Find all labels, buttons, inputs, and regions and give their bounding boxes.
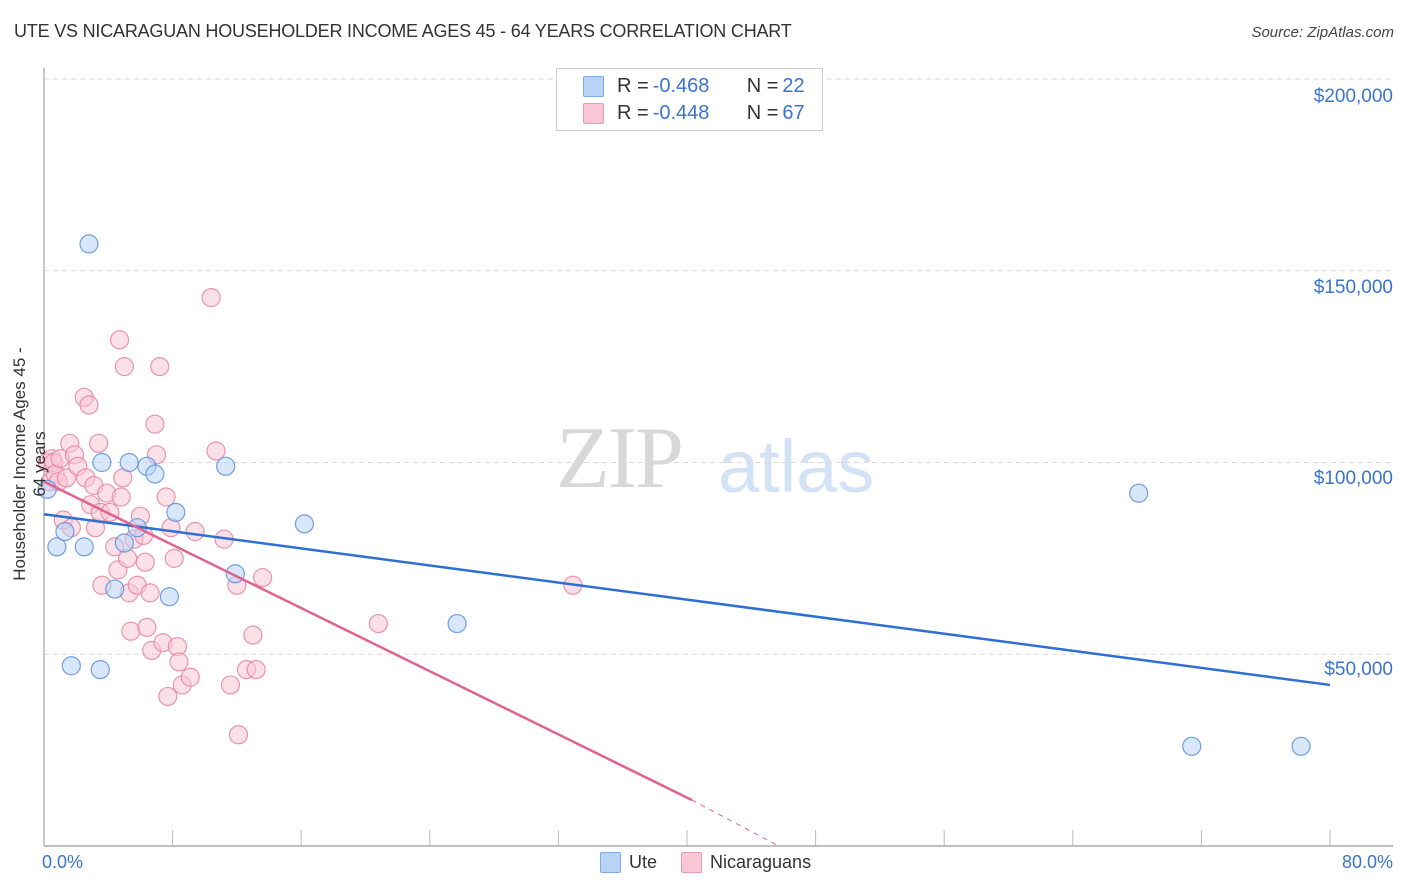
data-point [253,567,273,588]
nic-n-value: 67 [782,101,805,124]
ute-swatch-icon [600,852,621,873]
bottom-legend-nicaraguans-label: Nicaraguans [710,852,812,872]
data-point [1182,736,1202,756]
data-point [206,441,226,461]
data-point [47,537,67,557]
ytick-50000: $50,000 [1324,659,1393,680]
nicaraguans-trendline [43,480,693,802]
data-point [169,652,189,672]
ute-r-value: -0.468 [652,74,710,97]
data-point [201,287,221,308]
data-point [164,548,184,568]
data-point [121,621,141,641]
data-point [61,656,81,676]
data-point [156,487,176,507]
data-point [92,452,112,473]
bottom-legend-ute-label: Ute [629,852,658,872]
data-point [145,414,165,434]
bottom-legend-nicaraguans[interactable]: Nicaraguans [681,852,811,873]
data-point [74,537,94,557]
data-point [180,667,200,687]
nic-r-value: -0.448 [652,101,710,124]
bottom-legend: Ute Nicaraguans [600,852,835,873]
data-point [55,521,75,542]
legend-box: R = -0.468 N = 22 R = -0.448 N = 67 [556,68,823,131]
data-point [79,395,99,415]
data-point [246,659,266,680]
xtick-right: 80.0% [1341,852,1393,872]
data-point [220,675,241,695]
data-point [150,357,170,377]
data-point [368,613,388,634]
data-point [159,587,179,607]
nic-n-label: N = [746,101,779,124]
nic-r-label: R = [617,101,649,124]
chart-title: UTE VS NICARAGUAN HOUSEHOLDER INCOME AGE… [14,21,792,41]
data-point [228,725,249,745]
data-point [79,234,99,254]
ytick-150000: $150,000 [1313,277,1393,298]
nicaraguans-points [37,287,583,745]
data-point [109,330,130,350]
ytick-200000: $200,000 [1313,86,1393,107]
trendlines [43,480,1331,847]
gridlines [44,78,1393,655]
data-point [185,521,205,542]
legend-row-ute: R = -0.468 N = 22 [583,74,805,98]
xtick-left: 0.0% [42,852,84,872]
data-point [1291,736,1311,756]
data-point [135,552,155,572]
nicaraguans-swatch-icon [583,102,604,124]
ytick-100000: $100,000 [1313,468,1393,489]
data-point [158,686,178,707]
ute-swatch-icon [583,75,604,97]
ute-r-label: R = [617,74,649,97]
bottom-legend-ute[interactable]: Ute [600,852,657,873]
ute-n-value: 22 [782,74,805,97]
legend-row-nicaraguans: R = -0.448 N = 67 [583,101,805,125]
watermark-atlas: atlas [718,425,875,508]
data-point [137,617,157,638]
data-point [243,625,263,645]
nicaraguans-trendline-extension [691,799,779,847]
data-point [294,514,315,534]
data-point [90,659,110,680]
watermark-zip: ZIP [556,410,684,507]
data-point [140,583,160,603]
data-point [166,502,186,522]
y-axis-label: Householder Income Ages 45 - 64 years [10,347,49,581]
data-point [1129,483,1149,503]
data-point [114,357,134,377]
data-point [119,452,139,473]
data-point [105,579,125,599]
ute-n-label: N = [746,74,779,97]
data-point [216,456,236,476]
data-point [145,464,165,484]
data-point [56,468,77,488]
data-point [111,487,131,507]
data-point [89,433,109,453]
nicaraguans-swatch-icon [681,852,703,873]
ute-trendline [43,513,1331,687]
source-label: Source: ZipAtlas.com [1251,24,1394,41]
data-point [114,533,134,553]
data-point [447,613,467,634]
